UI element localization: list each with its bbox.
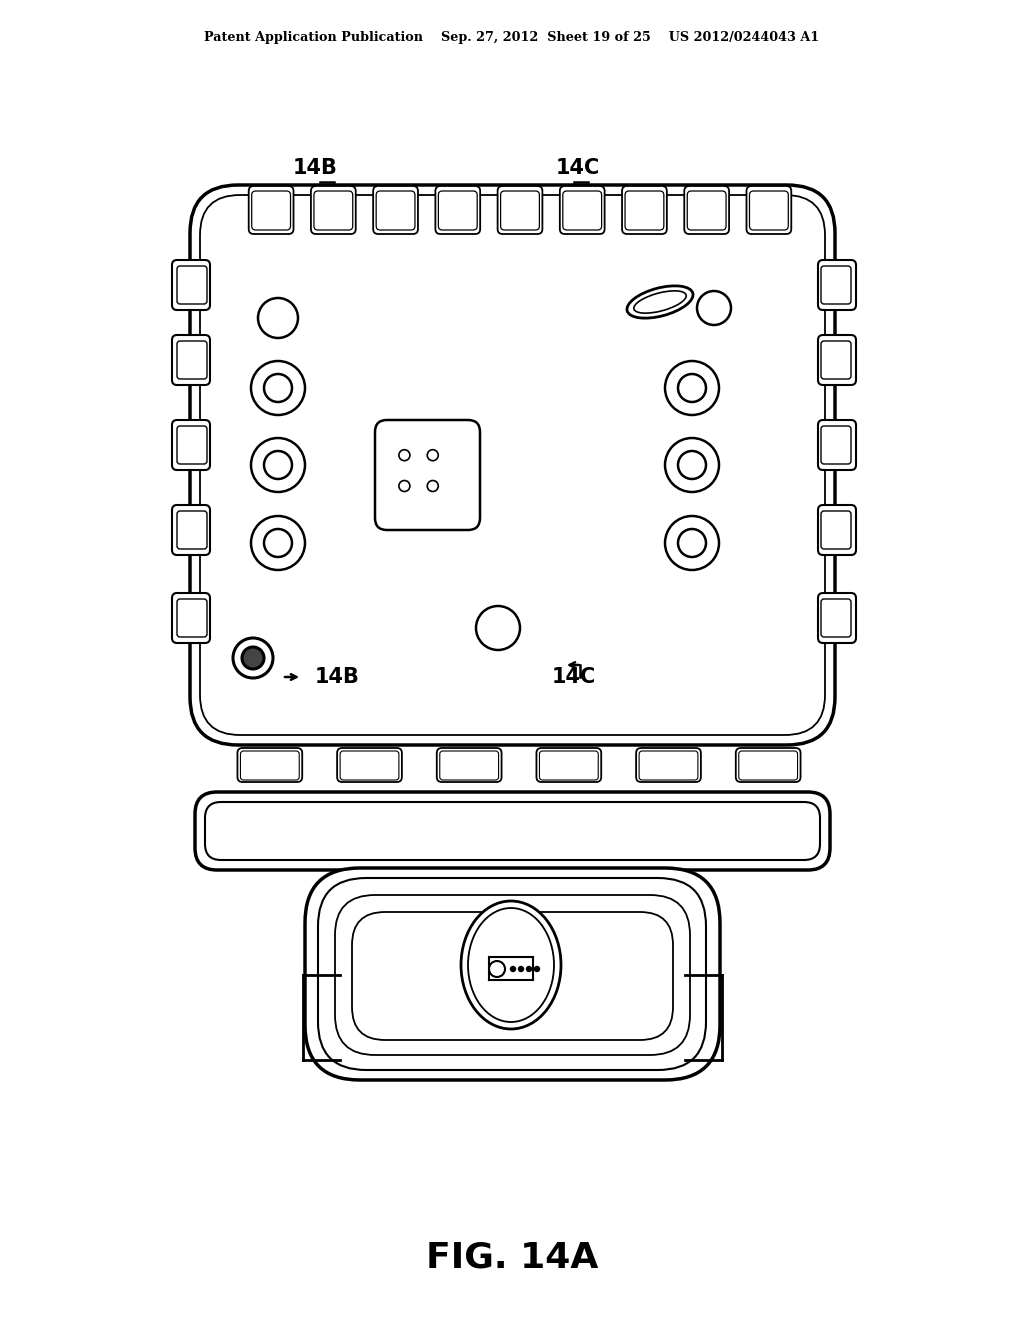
FancyBboxPatch shape bbox=[172, 593, 210, 643]
FancyBboxPatch shape bbox=[498, 186, 543, 234]
FancyBboxPatch shape bbox=[636, 748, 700, 781]
Circle shape bbox=[476, 606, 520, 649]
FancyBboxPatch shape bbox=[437, 748, 502, 781]
FancyBboxPatch shape bbox=[305, 869, 720, 1080]
Ellipse shape bbox=[468, 908, 554, 1022]
Circle shape bbox=[697, 290, 731, 325]
Circle shape bbox=[264, 529, 292, 557]
Circle shape bbox=[526, 966, 531, 972]
FancyBboxPatch shape bbox=[736, 748, 801, 781]
Circle shape bbox=[511, 966, 515, 972]
FancyBboxPatch shape bbox=[337, 748, 401, 781]
FancyBboxPatch shape bbox=[172, 506, 210, 554]
Circle shape bbox=[251, 516, 305, 570]
FancyBboxPatch shape bbox=[684, 186, 729, 234]
FancyBboxPatch shape bbox=[560, 186, 604, 234]
Circle shape bbox=[399, 480, 410, 491]
FancyBboxPatch shape bbox=[818, 506, 856, 554]
Circle shape bbox=[258, 298, 298, 338]
Text: FIG. 14A: FIG. 14A bbox=[426, 1241, 598, 1275]
Circle shape bbox=[489, 961, 505, 977]
FancyBboxPatch shape bbox=[821, 426, 851, 465]
Circle shape bbox=[535, 966, 540, 972]
FancyBboxPatch shape bbox=[311, 186, 355, 234]
FancyBboxPatch shape bbox=[177, 267, 207, 304]
FancyBboxPatch shape bbox=[172, 260, 210, 310]
FancyBboxPatch shape bbox=[625, 191, 664, 230]
FancyBboxPatch shape bbox=[746, 186, 792, 234]
FancyBboxPatch shape bbox=[195, 792, 830, 870]
Text: 14C: 14C bbox=[556, 158, 600, 178]
FancyBboxPatch shape bbox=[821, 511, 851, 549]
Circle shape bbox=[665, 438, 719, 492]
Circle shape bbox=[427, 450, 438, 461]
FancyBboxPatch shape bbox=[818, 593, 856, 643]
Circle shape bbox=[678, 451, 706, 479]
FancyBboxPatch shape bbox=[373, 186, 418, 234]
FancyBboxPatch shape bbox=[177, 426, 207, 465]
Circle shape bbox=[678, 529, 706, 557]
Circle shape bbox=[251, 360, 305, 414]
FancyBboxPatch shape bbox=[540, 751, 598, 780]
FancyBboxPatch shape bbox=[687, 191, 726, 230]
Text: 14B: 14B bbox=[315, 667, 359, 686]
FancyBboxPatch shape bbox=[314, 191, 352, 230]
Text: 14B: 14B bbox=[293, 158, 338, 178]
Circle shape bbox=[665, 360, 719, 414]
FancyBboxPatch shape bbox=[622, 186, 667, 234]
FancyBboxPatch shape bbox=[177, 511, 207, 549]
FancyBboxPatch shape bbox=[438, 191, 477, 230]
FancyBboxPatch shape bbox=[172, 335, 210, 385]
Circle shape bbox=[264, 451, 292, 479]
FancyBboxPatch shape bbox=[563, 191, 602, 230]
FancyBboxPatch shape bbox=[821, 267, 851, 304]
Circle shape bbox=[251, 438, 305, 492]
Circle shape bbox=[233, 638, 273, 678]
FancyBboxPatch shape bbox=[177, 599, 207, 638]
Circle shape bbox=[399, 450, 410, 461]
FancyBboxPatch shape bbox=[821, 341, 851, 379]
Circle shape bbox=[678, 374, 706, 403]
Circle shape bbox=[242, 647, 264, 669]
FancyBboxPatch shape bbox=[439, 751, 499, 780]
FancyBboxPatch shape bbox=[639, 751, 698, 780]
FancyBboxPatch shape bbox=[738, 751, 798, 780]
FancyBboxPatch shape bbox=[241, 751, 299, 780]
Ellipse shape bbox=[634, 290, 686, 313]
Text: 14C: 14C bbox=[552, 667, 596, 686]
Circle shape bbox=[518, 966, 523, 972]
FancyBboxPatch shape bbox=[821, 599, 851, 638]
Ellipse shape bbox=[461, 902, 561, 1030]
FancyBboxPatch shape bbox=[252, 191, 291, 230]
FancyBboxPatch shape bbox=[172, 420, 210, 470]
FancyBboxPatch shape bbox=[340, 751, 399, 780]
FancyBboxPatch shape bbox=[818, 335, 856, 385]
FancyBboxPatch shape bbox=[177, 341, 207, 379]
FancyBboxPatch shape bbox=[435, 186, 480, 234]
FancyBboxPatch shape bbox=[818, 260, 856, 310]
FancyBboxPatch shape bbox=[249, 186, 294, 234]
Circle shape bbox=[665, 516, 719, 570]
FancyBboxPatch shape bbox=[750, 191, 788, 230]
FancyBboxPatch shape bbox=[376, 191, 415, 230]
FancyBboxPatch shape bbox=[501, 191, 540, 230]
FancyBboxPatch shape bbox=[190, 185, 835, 744]
Ellipse shape bbox=[627, 286, 693, 318]
Circle shape bbox=[427, 480, 438, 491]
FancyBboxPatch shape bbox=[238, 748, 302, 781]
FancyBboxPatch shape bbox=[375, 420, 480, 531]
FancyBboxPatch shape bbox=[818, 420, 856, 470]
Circle shape bbox=[264, 374, 292, 403]
FancyBboxPatch shape bbox=[537, 748, 601, 781]
Text: Patent Application Publication    Sep. 27, 2012  Sheet 19 of 25    US 2012/02440: Patent Application Publication Sep. 27, … bbox=[205, 32, 819, 45]
